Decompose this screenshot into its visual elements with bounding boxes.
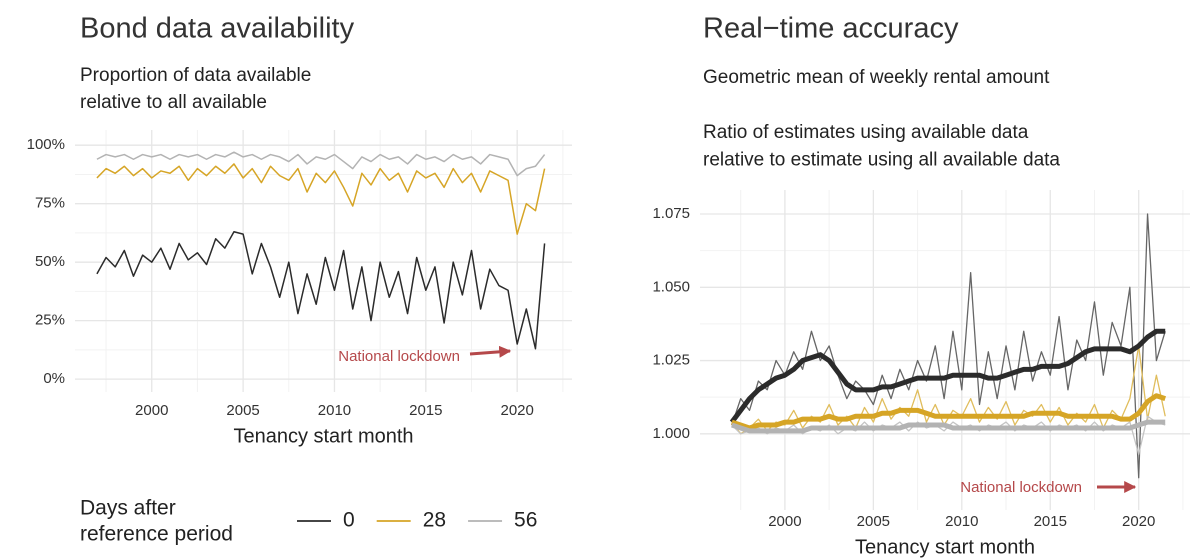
x-tick-label: 2000	[135, 402, 168, 419]
series-line	[731, 393, 1167, 431]
legend-title: reference period	[80, 523, 233, 546]
subtitle: Ratio of estimates using available data	[703, 122, 1029, 143]
chart-title: Real−time accuracy	[703, 13, 959, 45]
x-tick-label: 2005	[857, 513, 890, 530]
x-tick-label: 2015	[409, 402, 442, 419]
annotation: National lockdown	[338, 348, 460, 365]
annotation-arrow	[469, 345, 512, 358]
series-line	[96, 163, 546, 235]
y-tick-label: 75%	[35, 195, 65, 212]
y-tick-label: 50%	[35, 253, 65, 270]
y-tick-label: 1.000	[652, 425, 690, 442]
series-line	[729, 328, 1166, 424]
y-tick-label: 0%	[43, 370, 65, 387]
y-tick-label: 1.075	[652, 205, 690, 222]
subtitle: relative to all available	[80, 92, 267, 113]
x-tick-label: 2015	[1034, 513, 1067, 530]
legend-label: 56	[514, 509, 537, 532]
series-line	[731, 213, 1166, 479]
x-tick-label: 2020	[500, 402, 533, 419]
annotation: National lockdown	[960, 479, 1082, 496]
y-tick-label: 1.050	[652, 278, 690, 295]
subtitle: relative to estimate using all available…	[703, 150, 1060, 171]
x-tick-label: 2005	[226, 402, 259, 419]
series-line	[731, 419, 1166, 434]
legend-label: 0	[343, 509, 355, 532]
y-tick-label: 25%	[35, 312, 65, 329]
subtitle: Proportion of data available	[80, 65, 311, 86]
x-axis-title: Tenancy start month	[855, 536, 1035, 558]
x-tick-label: 2010	[945, 513, 978, 530]
legend-title: Days after	[80, 497, 176, 520]
y-tick-label: 1.025	[652, 352, 690, 369]
chart-title: Bond data availability	[80, 13, 355, 45]
y-tick-label: 100%	[27, 136, 65, 153]
subtitle: Geometric mean of weekly rental amount	[703, 67, 1050, 88]
series-line	[96, 151, 546, 177]
x-tick-label: 2020	[1122, 513, 1155, 530]
x-tick-label: 2010	[318, 402, 351, 419]
x-tick-label: 2000	[768, 513, 801, 530]
x-axis-title: Tenancy start month	[233, 425, 413, 447]
series-line	[96, 231, 546, 350]
legend-label: 28	[423, 509, 446, 532]
